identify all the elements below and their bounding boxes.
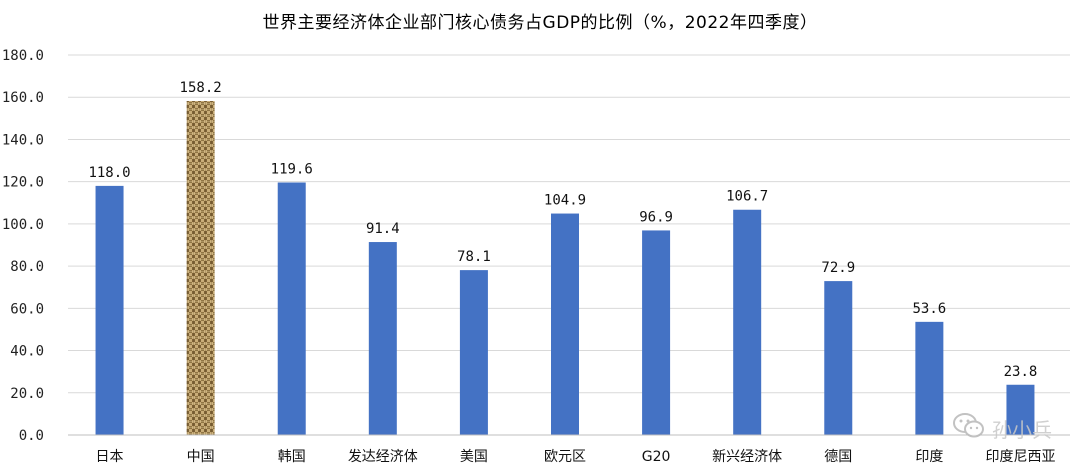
bars (95, 101, 1035, 436)
watermark-text: 孙小兵 (992, 417, 1052, 442)
category-label: 德国 (824, 449, 852, 465)
data-label: 72.9 (821, 260, 855, 276)
data-label: 78.1 (457, 249, 491, 265)
wechat-icon (952, 411, 986, 445)
y-axis-tick-labels: 0.0 20.0 40.0 60.0 80.0 100.0 120.0 140.0 160.0 1… (2, 48, 44, 444)
data-label: 91.4 (366, 221, 400, 237)
y-tick-label: 60.0 (10, 301, 44, 317)
bar-发达经济体 (368, 242, 397, 435)
watermark: 孙小兵 (952, 411, 1052, 445)
y-tick-label: 100.0 (2, 217, 44, 233)
data-label: 23.8 (1004, 364, 1038, 380)
bar-新兴经济体 (733, 209, 762, 435)
y-tick-label: 0.0 (19, 428, 44, 444)
y-tick-label: 180.0 (2, 48, 44, 64)
category-label: 印度 (915, 449, 943, 465)
bar-德国 (824, 281, 853, 435)
y-tick-label: 160.0 (2, 90, 44, 106)
category-label: 美国 (460, 449, 488, 465)
bar-日本 (95, 185, 124, 435)
category-label: 日本 (96, 449, 124, 465)
category-label: 中国 (187, 449, 215, 465)
bar-美国 (459, 270, 488, 435)
y-tick-label: 40.0 (10, 344, 44, 360)
y-tick-label: 140.0 (2, 132, 44, 148)
category-label: 欧元区 (544, 449, 586, 465)
data-label: 53.6 (913, 301, 947, 317)
category-label: 韩国 (278, 449, 306, 465)
y-tick-label: 20.0 (10, 386, 44, 402)
chart-title: 世界主要经济体企业部门核心债务占GDP的比例（%，2022年四季度） (262, 13, 818, 33)
data-label: 96.9 (639, 209, 673, 225)
bar-G20 (642, 230, 671, 435)
y-tick-label: 120.0 (2, 175, 44, 191)
data-label: 158.2 (180, 80, 222, 96)
data-labels: 118.0 158.2 119.6 91.4 78.1 104.9 96.9 106.7 72.… (88, 80, 1037, 380)
category-label: G20 (642, 449, 671, 465)
bar-韩国 (277, 182, 306, 435)
category-label: 发达经济体 (348, 449, 418, 465)
y-tick-label: 80.0 (10, 259, 44, 275)
bar-印度 (915, 321, 944, 435)
x-axis-category-labels: 日本 中国 韩国 发达经济体 美国 欧元区 G20 新兴经济体 德国 印度 印度尼西亚 (96, 449, 1056, 465)
data-label: 106.7 (726, 189, 768, 205)
data-label: 104.9 (544, 193, 586, 209)
bar-欧元区 (551, 213, 579, 435)
data-label: 119.6 (271, 162, 313, 178)
category-label: 印度尼西亚 (985, 449, 1055, 465)
category-label: 新兴经济体 (712, 449, 782, 465)
data-label: 118.0 (88, 165, 130, 181)
bar-中国 (186, 101, 215, 436)
bar-印度尼西亚 (1006, 384, 1035, 435)
